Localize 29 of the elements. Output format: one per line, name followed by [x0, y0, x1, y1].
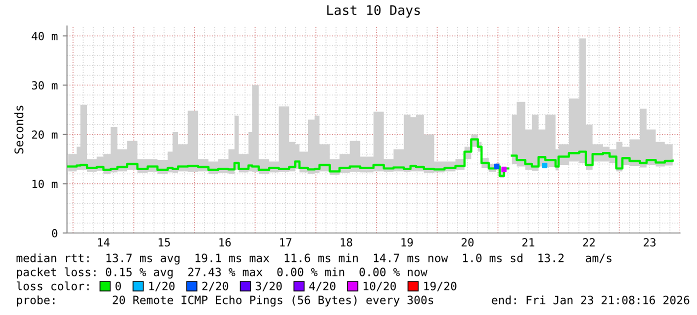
y-tick-label: 0	[52, 229, 58, 238]
x-tick-label: 20	[462, 238, 474, 247]
legend-label: 2/20	[202, 282, 228, 292]
x-tick-label: 23	[644, 238, 656, 247]
x-tick-label: 17	[280, 238, 292, 246]
y-tick-label: 40 m	[32, 32, 58, 40]
legend-label: 19/20	[424, 282, 456, 292]
text: end: Fri Jan 23 21:08:16 2026	[492, 296, 690, 304]
legend-label: 3/20	[256, 282, 282, 292]
chart-title: Last 10 Days	[327, 5, 420, 18]
legend-label: 0	[116, 282, 121, 290]
legend-label: 1/20	[149, 282, 175, 292]
x-tick-label: 18	[340, 238, 352, 247]
y-tick-label: 20 m	[32, 130, 58, 139]
legend-title: loss color:	[16, 281, 89, 290]
x-tick-label: 19	[402, 238, 413, 247]
y-tick-label: 30 m	[32, 81, 58, 90]
text: packet loss: 0.15 % avg 27.43 % max 0.00 % min 0.00 % now	[17, 267, 428, 279]
text: probe: 20 Remote ICMP Echo Pings (56 Bytes) every 300s	[17, 295, 434, 307]
text: median rtt: 13.7 ms avg 19.1 ms max 11.6 ms min 14.7 ms now 1.0 ms sd 13.2 am/s	[16, 253, 612, 265]
y-tick-label: 10 m	[32, 180, 58, 188]
legend-label: 10/20	[364, 282, 396, 292]
x-tick-label: 16	[219, 238, 231, 247]
x-tick-label: 22	[583, 238, 595, 246]
x-tick-label: 14	[98, 238, 110, 246]
legend-label: 4/20	[309, 282, 336, 292]
y-axis-title: Seconds	[14, 106, 24, 154]
x-tick-label: 15	[158, 238, 170, 247]
x-tick-label: 21	[522, 238, 534, 246]
